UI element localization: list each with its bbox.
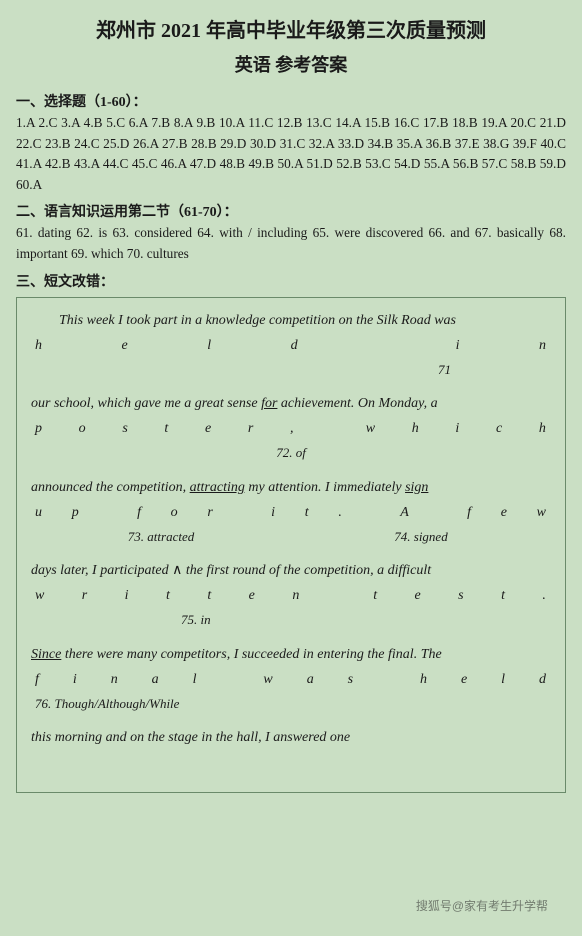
essay-line-6: this morning and on the stage in the hal…	[31, 727, 551, 748]
section1-body: 1.A 2.C 3.A 4.B 5.C 6.A 7.B 8.A 9.B 10.A…	[16, 113, 566, 195]
essay-box: This week I took part in a knowledge com…	[16, 297, 566, 794]
underline-attracting: attracting	[190, 480, 245, 495]
essay-line-4a: days later, I participated ∧ the first r…	[31, 560, 551, 581]
essay-line-3a: announced the competition, attracting my…	[31, 477, 551, 498]
watermark: 搜狐号@家有考生升学帮	[416, 897, 548, 914]
text: our school, which gave me a great sense	[31, 396, 261, 411]
correction-73-74: 73. attracted 74. signed	[31, 527, 551, 547]
page-subtitle: 英语 参考答案	[16, 51, 566, 77]
section3-head: 三、短文改错：	[16, 271, 566, 291]
underline-for: for	[261, 396, 277, 411]
correction-76: 76. Though/Although/While	[31, 694, 551, 714]
section1-head: 一、选择题（1-60）：	[16, 91, 566, 111]
essay-line-2a: our school, which gave me a great sense …	[31, 393, 551, 414]
text: days later, I participated	[31, 563, 172, 578]
text: achievement. On Monday, a	[277, 396, 437, 411]
correction-72: 72. of	[31, 443, 551, 463]
text: the first round of the competition, a di…	[182, 563, 431, 578]
underline-sign: sign	[405, 480, 428, 495]
essay-line-4b: written test.	[31, 585, 551, 606]
section2-head: 二、语言知识运用第二节（61-70）：	[16, 201, 566, 221]
essay-line-5b: final was held	[31, 669, 551, 690]
essay-line-1a: This week I took part in a knowledge com…	[31, 310, 551, 331]
underline-since: Since	[31, 647, 61, 662]
text: my attention. I immediately	[245, 480, 405, 495]
caret-icon: ∧	[172, 563, 182, 578]
page-title: 郑州市 2021 年高中毕业年级第三次质量预测	[16, 14, 566, 43]
correction-71: 71	[31, 360, 551, 380]
essay-line-3b: up for it. A few	[31, 502, 551, 523]
essay-line-2b: poster, which	[31, 418, 551, 439]
text: there were many competitors, I succeeded…	[61, 647, 441, 662]
text: announced the competition,	[31, 480, 190, 495]
correction-73: 73. attracted	[31, 527, 291, 547]
correction-75: 75. in	[31, 610, 551, 630]
section2-body: 61. dating 62. is 63. considered 64. wit…	[16, 223, 566, 264]
correction-74: 74. signed	[291, 527, 551, 547]
essay-line-5a: Since there were many competitors, I suc…	[31, 644, 551, 665]
essay-line-1b: held in	[31, 335, 551, 356]
